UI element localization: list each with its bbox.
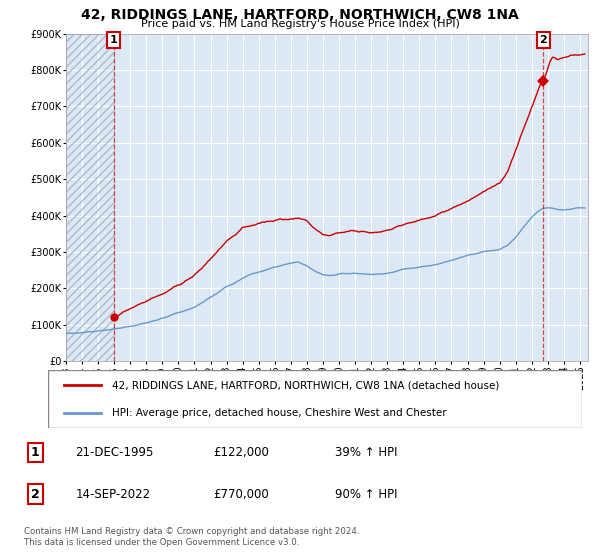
Text: Contains HM Land Registry data © Crown copyright and database right 2024.
This d: Contains HM Land Registry data © Crown c… xyxy=(23,528,359,547)
Text: 39% ↑ HPI: 39% ↑ HPI xyxy=(335,446,397,459)
FancyBboxPatch shape xyxy=(48,370,582,428)
Text: 42, RIDDINGS LANE, HARTFORD, NORTHWICH, CW8 1NA: 42, RIDDINGS LANE, HARTFORD, NORTHWICH, … xyxy=(81,8,519,22)
Text: 2: 2 xyxy=(539,35,547,45)
Text: 1: 1 xyxy=(31,446,40,459)
Text: 42, RIDDINGS LANE, HARTFORD, NORTHWICH, CW8 1NA (detached house): 42, RIDDINGS LANE, HARTFORD, NORTHWICH, … xyxy=(112,380,499,390)
Text: HPI: Average price, detached house, Cheshire West and Chester: HPI: Average price, detached house, Ches… xyxy=(112,408,447,418)
Text: 14-SEP-2022: 14-SEP-2022 xyxy=(76,488,151,501)
Text: £122,000: £122,000 xyxy=(214,446,269,459)
Text: 21-DEC-1995: 21-DEC-1995 xyxy=(76,446,154,459)
Text: 2: 2 xyxy=(31,488,40,501)
Text: Price paid vs. HM Land Registry's House Price Index (HPI): Price paid vs. HM Land Registry's House … xyxy=(140,19,460,29)
Text: £770,000: £770,000 xyxy=(214,488,269,501)
Text: 90% ↑ HPI: 90% ↑ HPI xyxy=(335,488,397,501)
Text: 1: 1 xyxy=(110,35,118,45)
